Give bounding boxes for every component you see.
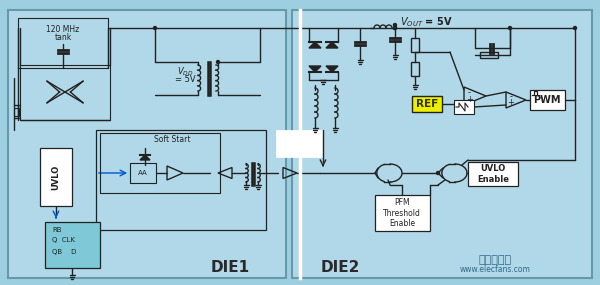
Circle shape — [394, 23, 397, 27]
Text: PWM: PWM — [533, 95, 561, 105]
Circle shape — [154, 27, 157, 30]
Polygon shape — [309, 66, 321, 72]
Text: UVLO
Enable: UVLO Enable — [477, 164, 509, 184]
Text: -: - — [509, 93, 512, 102]
Bar — [468, 162, 518, 186]
Bar — [20, 65, 110, 120]
Text: $V_{DD}$: $V_{DD}$ — [177, 66, 193, 78]
Bar — [40, 148, 72, 206]
Bar — [375, 195, 430, 231]
Circle shape — [574, 27, 577, 30]
Bar — [411, 62, 419, 76]
Bar — [130, 163, 156, 183]
Text: +: + — [466, 95, 473, 104]
Text: -: - — [468, 88, 471, 97]
Bar — [8, 10, 286, 278]
Bar — [454, 100, 474, 114]
Bar — [18, 18, 108, 68]
Bar — [480, 52, 498, 58]
Text: QB    D: QB D — [52, 249, 76, 255]
Circle shape — [394, 27, 397, 30]
Circle shape — [217, 60, 220, 64]
Text: DIE2: DIE2 — [320, 260, 359, 276]
Text: UVLO: UVLO — [52, 164, 61, 190]
Polygon shape — [140, 155, 150, 160]
Circle shape — [437, 172, 439, 174]
Text: www.elecfans.com: www.elecfans.com — [460, 266, 530, 274]
Bar — [530, 90, 565, 110]
Bar — [292, 10, 592, 278]
Text: Q  CLK: Q CLK — [52, 237, 75, 243]
Text: PFM
Threshold
Enable: PFM Threshold Enable — [383, 198, 421, 228]
Text: tank: tank — [55, 34, 71, 42]
Bar — [412, 96, 442, 112]
Circle shape — [394, 27, 397, 30]
Circle shape — [509, 27, 511, 30]
Text: $V_{OUT}$ = 5V: $V_{OUT}$ = 5V — [400, 15, 453, 29]
Text: RB: RB — [52, 227, 62, 233]
Text: DIE1: DIE1 — [211, 260, 250, 276]
Text: Soft Start: Soft Start — [154, 135, 190, 144]
Text: REF: REF — [416, 99, 438, 109]
Polygon shape — [309, 42, 321, 48]
Bar — [14, 108, 19, 116]
Text: 电子发烧友: 电子发烧友 — [478, 255, 512, 265]
Text: = 5V: = 5V — [175, 76, 196, 84]
Text: 120 MHz: 120 MHz — [46, 25, 80, 34]
Bar — [100, 133, 220, 193]
Text: +: + — [508, 98, 514, 107]
Bar — [45, 222, 100, 268]
Text: AA: AA — [138, 170, 148, 176]
Polygon shape — [326, 66, 338, 72]
Polygon shape — [326, 42, 338, 48]
Bar — [96, 130, 266, 230]
Bar — [411, 38, 419, 52]
